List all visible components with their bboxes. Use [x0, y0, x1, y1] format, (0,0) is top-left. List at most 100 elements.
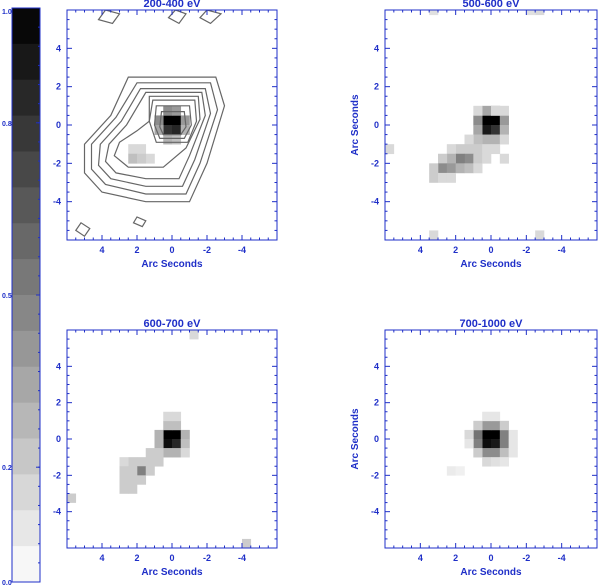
heatmap-pixel [464, 153, 474, 164]
panel-2: 4 2 0 -2 -4 4 2 0 -2 -4 500-600 eV Arc Seconds Arc S… [350, 0, 598, 270]
colorbar-level [12, 330, 40, 368]
heatmap-pixel [482, 448, 492, 458]
x-axis-label: Arc Seconds [460, 259, 522, 270]
heatmap-pixel [455, 144, 465, 155]
y-tick-label: -4 [53, 507, 61, 517]
x-tick-label: 0 [488, 245, 493, 255]
heatmap-pixel [491, 134, 501, 145]
colorbar-level [12, 223, 40, 260]
heatmap-pixel [446, 144, 456, 155]
heatmap-pixel [385, 144, 395, 155]
heatmap-pixel [491, 439, 501, 449]
y-tick-label: -4 [53, 197, 61, 207]
heatmap-pixel [172, 125, 182, 135]
y-tick-label: -4 [371, 197, 379, 207]
y-axis-label: Arc Seconds [350, 94, 361, 156]
panel-title: 500-600 eV [463, 0, 521, 10]
heatmap-pixel [119, 475, 129, 485]
x-tick-label: 4 [418, 553, 423, 563]
heatmap-pixel [438, 153, 448, 164]
heatmap-pixel [145, 448, 155, 458]
y-tick-label: -4 [371, 507, 379, 517]
contour-line [199, 10, 223, 25]
heatmap-pixel [482, 457, 492, 467]
colorbar-tick-label: 1.0 [2, 9, 12, 16]
heatmap-pixel [242, 538, 252, 548]
panel-title: 200-400 eV [144, 0, 202, 10]
contour-line [104, 91, 206, 180]
heatmap-pixel [499, 448, 509, 458]
heatmap-pixel [455, 163, 465, 174]
x-tick-label: 0 [488, 553, 493, 563]
colorbar-tick-label: 0.8 [2, 121, 12, 128]
plot-area [74, 10, 226, 238]
colorbar-level [12, 43, 40, 81]
plot-area [446, 411, 518, 476]
y-tick-label: 4 [56, 361, 61, 371]
heatmap-pixel [163, 125, 173, 135]
heatmap-pixel [482, 125, 492, 135]
y-tick-label: 4 [374, 361, 379, 371]
heatmap-pixel [163, 429, 173, 440]
contour-line [97, 87, 212, 187]
heatmap-pixel [429, 172, 439, 183]
heatmap-pixel [189, 330, 199, 340]
x-axis-label: Arc Seconds [460, 567, 522, 578]
heatmap-pixel [464, 144, 474, 155]
heatmap-pixel [154, 429, 164, 440]
heatmap-pixel [163, 448, 173, 458]
x-tick-label: 2 [134, 553, 139, 563]
heatmap-pixel [438, 163, 448, 174]
heatmap-pixel [172, 134, 182, 145]
heatmap-pixel [172, 105, 182, 116]
x-axis-label: Arc Seconds [141, 259, 203, 270]
heatmap-pixel [119, 484, 129, 494]
heatmap-pixel [482, 144, 492, 155]
heatmap-pixel [172, 429, 182, 440]
heatmap-pixel [163, 115, 173, 126]
contour-line [167, 10, 187, 25]
y-tick-label: -2 [371, 158, 379, 168]
heatmap-pixel [464, 163, 474, 174]
heatmap-pixel [491, 115, 501, 126]
heatmap-pixel [508, 448, 518, 458]
colorbar-tick-label: 0.2 [2, 465, 12, 472]
heatmap-pixel [482, 134, 492, 145]
y-axis-label: Arc Seconds [350, 408, 361, 470]
x-tick-label: -4 [238, 553, 246, 563]
colorbar-level [12, 546, 40, 583]
panel-3: 4 2 0 -2 -4 4 2 0 -2 -4 600-700 eV Arc Seconds [53, 318, 278, 578]
panel-title: 600-700 eV [144, 318, 202, 330]
heatmap-pixel [482, 439, 492, 449]
heatmap-pixel [499, 420, 509, 431]
heatmap-pixel [473, 125, 483, 135]
colorbar-level [12, 115, 40, 152]
heatmap-pixel [473, 163, 483, 174]
heatmap-pixel [172, 448, 182, 458]
heatmap-pixel [473, 420, 483, 431]
heatmap-pixel [499, 105, 509, 116]
heatmap-pixel [455, 466, 465, 476]
heatmap-pixel [172, 115, 182, 126]
heatmap-pixel [464, 429, 474, 440]
x-tick-label: 2 [453, 553, 458, 563]
heatmap-pixel [526, 10, 536, 16]
x-tick-label: 2 [453, 245, 458, 255]
contour-line [74, 221, 91, 238]
panel-title: 700-1000 eV [460, 318, 524, 330]
x-tick-label: -4 [238, 245, 246, 255]
heatmap-pixel [482, 429, 492, 440]
y-tick-label: -2 [53, 158, 61, 168]
x-tick-label: -2 [203, 553, 211, 563]
heatmap-pixel [499, 439, 509, 449]
x-tick-label: -2 [522, 245, 530, 255]
colorbar-level [12, 259, 40, 296]
heatmap-pixel [154, 125, 164, 135]
colorbar: 1.0 0.8 0.5 0.2 0.0 [2, 7, 41, 587]
heatmap-pixel [128, 475, 138, 485]
heatmap-pixel [482, 153, 492, 164]
y-tick-label: 2 [374, 398, 379, 408]
heatmap-pixel [482, 105, 492, 116]
colorbar-level [12, 187, 40, 224]
